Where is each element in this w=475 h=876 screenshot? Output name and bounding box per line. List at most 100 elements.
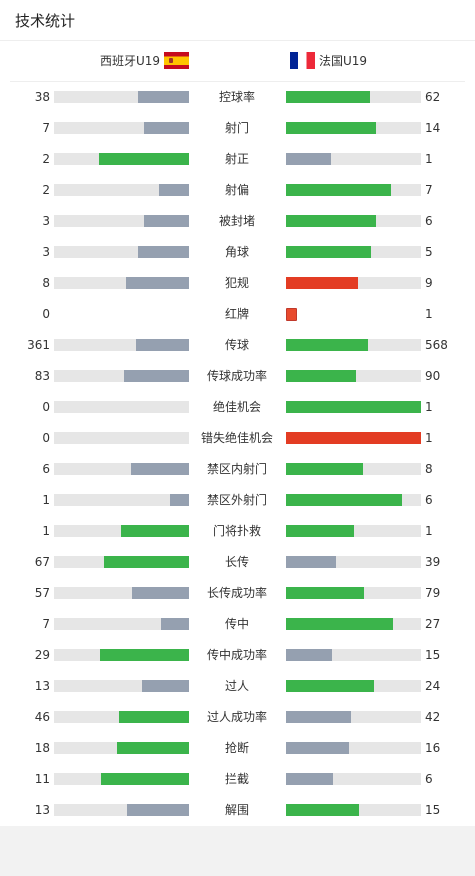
stat-label: 射偏 (224, 183, 249, 197)
home-value: 6 (42, 462, 50, 476)
home-value: 7 (42, 121, 50, 135)
home-bar-fill (117, 742, 189, 754)
away-bar-track (286, 556, 421, 568)
away-value: 9 (425, 276, 433, 290)
away-value: 79 (425, 586, 441, 600)
home-bar-track (54, 122, 189, 134)
stat-label: 射门 (224, 121, 249, 135)
away-bar-track (286, 339, 421, 351)
away-bar-track (286, 804, 421, 816)
away-value: 1 (425, 524, 433, 538)
away-bar-fill (286, 587, 364, 599)
away-bar-track (286, 463, 421, 475)
stat-row: 0 错失绝佳机会 1 (0, 423, 475, 454)
home-value: 13 (34, 803, 50, 817)
away-value: 42 (425, 710, 441, 724)
away-bar-track (286, 432, 421, 444)
divider (10, 81, 465, 82)
away-bar-track (286, 494, 421, 506)
away-bar-fill (286, 649, 332, 661)
stat-row: 3 被封堵 6 (0, 206, 475, 237)
home-bar-fill (132, 587, 189, 599)
away-bar-fill (286, 184, 391, 196)
away-value: 27 (425, 617, 441, 631)
away-bar-fill (286, 494, 402, 506)
away-value: 6 (425, 493, 433, 507)
home-value: 18 (34, 741, 50, 755)
stat-label: 绝佳机会 (212, 400, 261, 414)
away-value: 62 (425, 90, 441, 104)
stat-row: 29 传中成功率 15 (0, 640, 475, 671)
away-value: 15 (425, 803, 441, 817)
away-bar-track (286, 246, 421, 258)
away-value: 1 (425, 307, 433, 321)
home-bar-track (54, 556, 189, 568)
home-bar-track (54, 773, 189, 785)
home-bar-track (54, 246, 189, 258)
stat-label: 长传成功率 (206, 586, 267, 600)
home-bar-track (54, 463, 189, 475)
stat-row: 1 禁区外射门 6 (0, 485, 475, 516)
stat-label: 犯规 (224, 276, 249, 290)
home-bar-fill (101, 773, 189, 785)
stat-label: 禁区内射门 (206, 462, 267, 476)
away-value: 1 (425, 400, 433, 414)
home-team: 西班牙U19 (100, 52, 189, 69)
red-card-icon (286, 308, 297, 321)
away-bar-fill (286, 463, 363, 475)
divider (0, 40, 475, 41)
away-bar-track (286, 711, 421, 723)
stat-label: 长传 (224, 555, 249, 569)
away-bar-fill (286, 401, 421, 413)
away-bar-fill (286, 556, 336, 568)
stat-row: 13 解围 15 (0, 795, 475, 826)
away-bar-fill (286, 680, 374, 692)
stats-panel: 技术统计 西班牙U19 法国U19 38 控球率 62 7 射门 14 2 射正 1 2 射偏 7 3 被… (0, 0, 475, 826)
home-value: 361 (27, 338, 50, 352)
home-value: 2 (42, 183, 50, 197)
stat-label: 传球成功率 (206, 369, 267, 383)
stat-row: 0 红牌 1 (0, 299, 475, 330)
away-bar-track (286, 277, 421, 289)
away-bar-fill (286, 432, 421, 444)
stat-row: 6 禁区内射门 8 (0, 454, 475, 485)
home-bar-track (54, 711, 189, 723)
home-bar-track (54, 153, 189, 165)
home-bar-fill (142, 680, 189, 692)
stat-label: 抢断 (224, 741, 249, 755)
stat-label: 红牌 (224, 307, 249, 321)
away-bar-fill (286, 804, 359, 816)
spain-flag-icon (164, 52, 189, 69)
home-bar-track (54, 370, 189, 382)
stat-label: 被封堵 (218, 214, 255, 228)
away-team: 法国U19 (290, 52, 367, 69)
away-value: 14 (425, 121, 441, 135)
away-value: 39 (425, 555, 441, 569)
home-bar-fill (161, 618, 189, 630)
away-bar-fill (286, 277, 358, 289)
away-team-name: 法国U19 (319, 54, 368, 68)
away-value: 8 (425, 462, 433, 476)
home-value: 3 (42, 214, 50, 228)
home-bar-fill (144, 215, 189, 227)
away-bar-fill (286, 215, 376, 227)
stat-row: 46 过人成功率 42 (0, 702, 475, 733)
away-bar-fill (286, 370, 356, 382)
stat-row: 2 射偏 7 (0, 175, 475, 206)
away-bar-track (286, 773, 421, 785)
stat-label: 门将扑救 (212, 524, 261, 538)
stat-row: 8 犯规 9 (0, 268, 475, 299)
away-bar-track (286, 587, 421, 599)
stat-row: 3 角球 5 (0, 237, 475, 268)
stat-row: 0 绝佳机会 1 (0, 392, 475, 423)
stat-label: 拦截 (224, 772, 249, 786)
home-bar-track (54, 91, 189, 103)
home-bar-track (54, 401, 189, 413)
away-value: 1 (425, 152, 433, 166)
home-value: 46 (34, 710, 50, 724)
home-bar-track (54, 277, 189, 289)
away-bar-fill (286, 525, 354, 537)
home-value: 83 (34, 369, 50, 383)
home-bar-fill (100, 649, 189, 661)
away-bar-track (286, 215, 421, 227)
